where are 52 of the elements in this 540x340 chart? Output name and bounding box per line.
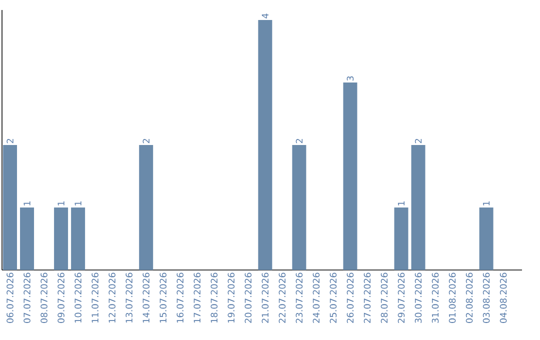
x-tick-label: 11.07.2026 xyxy=(92,272,98,323)
x-tick-label: 15.07.2026 xyxy=(160,272,166,323)
x-tick-label: 14.07.2026 xyxy=(142,272,150,323)
x-tick-label: 17.07.2026 xyxy=(194,272,201,323)
bar xyxy=(54,208,68,270)
x-tick-label: 29.07.2026 xyxy=(398,272,405,323)
x-tick-label: 12.07.2026 xyxy=(108,272,116,323)
x-tick-label: 01.08.2026 xyxy=(448,272,456,323)
data-label: 3 xyxy=(346,76,354,81)
x-tick-label: 21.07.2026 xyxy=(262,272,269,323)
bar xyxy=(343,82,358,270)
data-label: 2 xyxy=(414,138,422,144)
x-tick-label: 30.07.2026 xyxy=(414,272,422,323)
x-tick-label: 26.07.2026 xyxy=(346,272,354,323)
bar xyxy=(411,144,426,270)
bar xyxy=(258,20,272,270)
x-tick-label: 03.08.2026 xyxy=(482,272,490,323)
x-tick-label: 18.07.2026 xyxy=(210,272,218,323)
data-label: 1 xyxy=(58,201,64,206)
x-tick-label: 02.08.2026 xyxy=(466,272,473,323)
x-tick-label: 09.07.2026 xyxy=(58,272,64,323)
x-tick-label: 06.07.2026 xyxy=(6,272,14,323)
bar xyxy=(139,144,154,270)
x-tick-label: 04.08.2026 xyxy=(500,272,507,323)
data-label: 4 xyxy=(262,14,268,18)
x-tick-label: 08.07.2026 xyxy=(40,272,48,323)
bar xyxy=(20,208,34,270)
x-tick-label: 28.07.2026 xyxy=(380,272,388,323)
data-label: 2 xyxy=(6,138,14,144)
data-label: 2 xyxy=(296,138,303,144)
data-label: 1 xyxy=(24,201,30,206)
x-tick-label: 25.07.2026 xyxy=(330,272,337,323)
bar xyxy=(71,208,86,270)
x-tick-label: 10.07.2026 xyxy=(74,272,82,323)
x-tick-label: 22.07.2026 xyxy=(278,272,286,323)
x-tick-label: 24.07.2026 xyxy=(312,272,320,323)
x-tick-label: 16.07.2026 xyxy=(176,272,184,323)
x-tick-label: 20.07.2026 xyxy=(244,272,252,323)
x-tick-label: 23.07.2026 xyxy=(296,272,303,323)
x-tick-label: 31.07.2026 xyxy=(432,272,439,323)
bar xyxy=(394,208,408,270)
x-tick-label: 27.07.2026 xyxy=(364,272,371,323)
x-tick-label: 07.07.2026 xyxy=(24,272,30,323)
data-label: 1 xyxy=(398,201,405,206)
data-label: 2 xyxy=(142,138,150,144)
bar xyxy=(292,144,306,270)
x-tick-label: 19.07.2026 xyxy=(228,272,235,323)
data-label: 1 xyxy=(74,201,82,206)
data-label: 1 xyxy=(483,201,490,206)
bar xyxy=(3,144,18,270)
bar xyxy=(479,208,494,270)
x-tick-label: 13.07.2026 xyxy=(126,272,132,323)
